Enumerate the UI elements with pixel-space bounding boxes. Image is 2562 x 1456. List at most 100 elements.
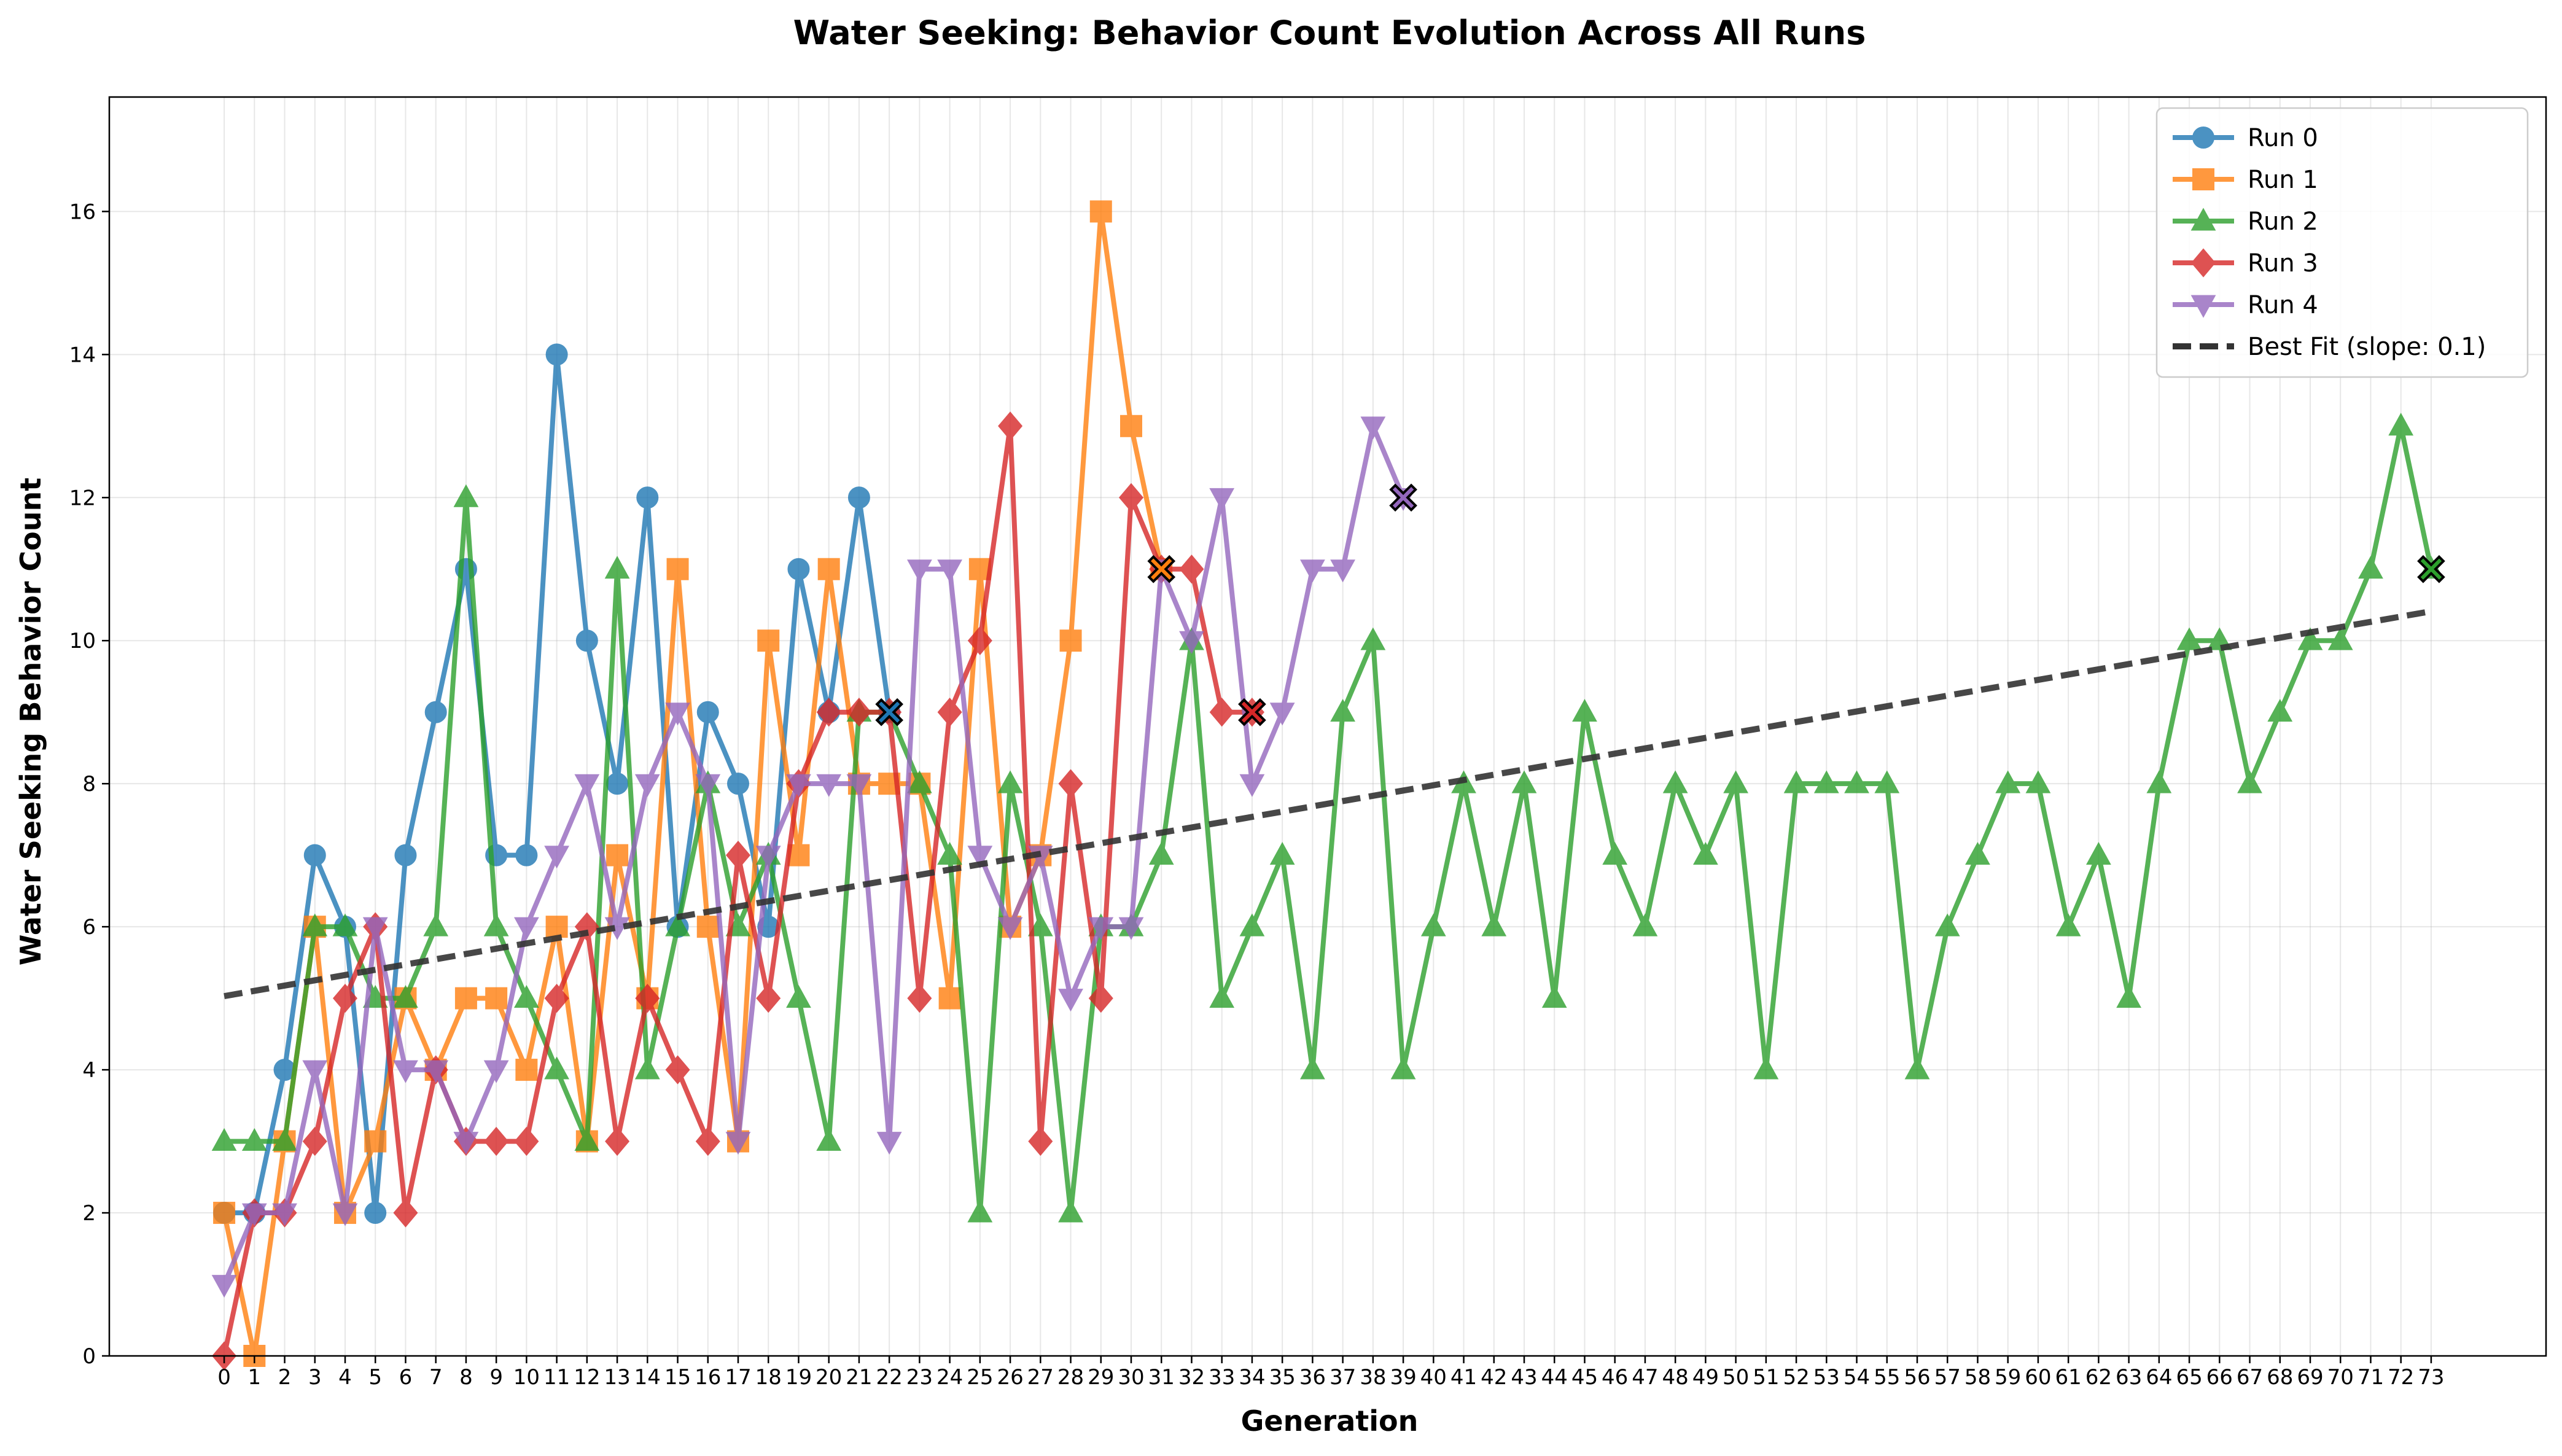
data-point [1148,842,1174,865]
x-tick-label: 26 [997,1365,1023,1390]
x-tick-label: 3 [308,1365,322,1390]
legend-entry[interactable]: Run 0 [2173,124,2318,152]
data-point [484,1126,509,1156]
data-point [574,1127,600,1151]
legend-swatch [2173,295,2234,318]
legend-entry[interactable]: Run 3 [2173,248,2318,278]
x-tick-label: 11 [543,1365,570,1390]
x-tick-label: 4 [338,1365,352,1390]
data-point [454,987,477,1010]
data-point [1299,1056,1325,1080]
x-tick-label: 34 [1239,1365,1265,1390]
tick-layer: 0 1 2 3 4 5 6 7 8 9 10 11 12 13 14 15 16 17 18 19 20 21 22 23 24… [69,200,2445,1390]
y-tick-label: 12 [69,486,96,510]
legend-label: Run 0 [2248,124,2318,152]
data-point [213,1202,236,1224]
data-point [1269,842,1295,865]
data-point [302,1126,327,1156]
data-point [393,984,418,1008]
data-point [2327,627,2353,650]
data-point [515,1059,538,1081]
x-tick-label: 69 [2297,1365,2323,1390]
data-point [2055,913,2081,936]
x-tick-label: 7 [429,1365,443,1390]
data-point [938,987,961,1010]
data-point [876,1132,902,1155]
data-point [2358,556,2383,579]
series-run-4 [211,416,1416,1298]
data-point [2176,627,2202,650]
x-tick-label: 5 [368,1365,382,1390]
data-point [665,703,690,726]
legend-swatch-marker [2190,208,2216,231]
legend-swatch [2173,208,2234,231]
data-point [906,770,932,793]
data-point [211,1127,237,1151]
y-tick-label: 0 [82,1344,96,1369]
x-tick-label: 49 [1692,1365,1719,1390]
legend-swatch-marker [2190,248,2216,278]
x-marker-shape [2417,555,2445,583]
data-point [513,984,539,1008]
y-axis-title: Water Seeking Behavior Count [14,478,47,966]
data-point [575,629,598,652]
x-tick-label: 29 [1088,1365,1114,1390]
legend-entry[interactable]: Run 4 [2173,291,2318,319]
series-layer [211,200,2445,1371]
legend-entry[interactable]: Run 2 [2173,208,2318,236]
data-point [453,1132,479,1155]
data-point [2116,984,2142,1008]
x-tick-label: 2 [278,1365,292,1390]
data-point [1058,769,1083,798]
data-point [1692,842,1718,865]
data-point [634,1056,660,1080]
y-tick-label: 4 [82,1058,96,1083]
data-point [241,1127,267,1151]
data-point [846,698,871,727]
data-point [485,987,508,1010]
data-point [636,486,659,509]
data-point [605,1126,630,1156]
legend-swatch [2173,127,2234,149]
data-point [847,486,870,509]
data-point [967,626,992,655]
data-point [635,983,660,1013]
data-point [1088,983,1113,1013]
x-tick-label: 25 [967,1365,993,1390]
data-point [1118,483,1144,512]
data-point [1058,1199,1083,1223]
data-point [362,917,388,940]
x-tick-label: 31 [1148,1365,1175,1390]
data-point [1783,770,1809,793]
data-point [816,1127,842,1151]
data-point [695,774,721,797]
x-marker-shape [1147,555,1176,583]
x-tick-label: 28 [1057,1365,1084,1390]
x-tick-label: 6 [399,1365,413,1390]
x-tick-label: 58 [1964,1365,1991,1390]
x-tick-label: 53 [1813,1365,1840,1390]
data-point [1299,559,1325,583]
x-tick-label: 70 [2327,1365,2354,1390]
data-point [755,846,781,869]
legend-entry[interactable]: Best Fit (slope: 0.1) [2173,333,2486,361]
legend-label: Run 4 [2248,291,2318,319]
x-tick-label: 41 [1450,1365,1477,1390]
data-point [1209,488,1235,511]
data-point [997,770,1023,793]
data-point [816,774,842,797]
x-tick-label: 8 [459,1365,473,1390]
legend[interactable]: Run 0 Run 1 Run 2 Run 3 Run 4 Best Fit (slope… [2155,107,2529,378]
data-point [1360,416,1386,440]
data-point [272,1127,297,1151]
legend-entry[interactable]: Run 1 [2173,166,2318,194]
data-point [997,917,1023,940]
data-point [725,1132,751,1155]
data-point [1028,1126,1053,1156]
data-point [1058,989,1083,1012]
x-tick-label: 35 [1269,1365,1296,1390]
data-point [2267,699,2293,722]
data-point [515,844,538,866]
